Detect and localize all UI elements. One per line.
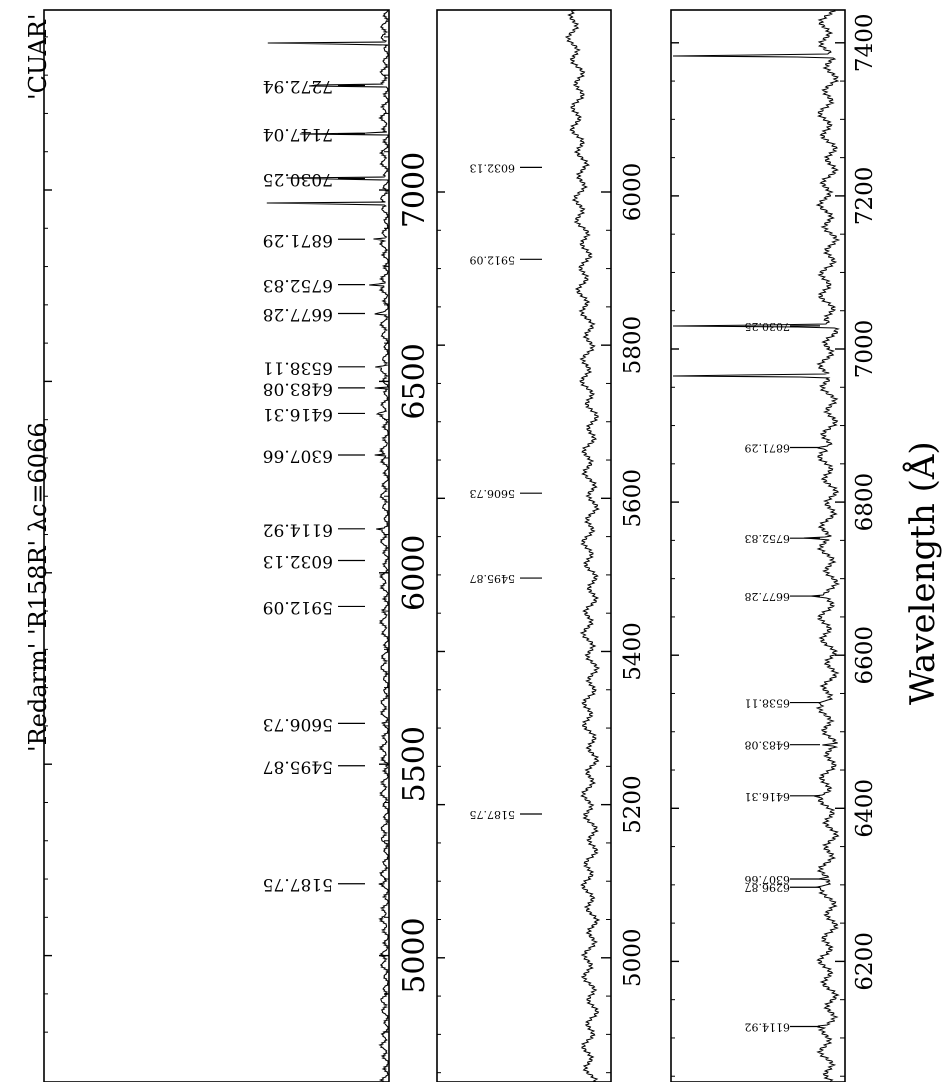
- line-id-label: 5912.09: [263, 597, 333, 617]
- tick-label: 5400: [620, 622, 646, 681]
- spectrum-line: [564, 9, 601, 1083]
- line-id-label: 6307.66: [263, 446, 333, 466]
- panel-full: 5000 5500 6000 6500 7000 7272.94 7147.04 7030.2…: [44, 9, 432, 1083]
- tick-label: 5600: [620, 469, 646, 528]
- tick-label: 5500: [397, 726, 432, 802]
- tick-label: 7000: [397, 152, 432, 228]
- tick-label: 6600: [852, 626, 878, 685]
- line-id-label: 6416.31: [745, 790, 791, 803]
- line-id-label: 6677.28: [745, 590, 791, 603]
- tick-label: 6500: [397, 343, 432, 419]
- panel-blue: 5000 5200 5400 5600 5800 6000 6032.13 5912.09 56…: [437, 9, 646, 1083]
- tick-label: 5000: [620, 929, 646, 988]
- line-id-label: 5495.87: [263, 756, 333, 776]
- line-id-label: 6538.11: [745, 697, 791, 710]
- tick-label: 7400: [852, 14, 878, 73]
- title-cuar: 'CUAR': [24, 14, 52, 100]
- tick-label: 6800: [852, 473, 878, 532]
- line-id-label: 5912.09: [470, 253, 516, 266]
- line-id-label: 5187.75: [263, 874, 333, 894]
- line-id-label: 6752.83: [745, 532, 791, 545]
- line-id-label: 7030.25: [745, 320, 791, 333]
- line-id-label: 5187.75: [470, 808, 516, 821]
- line-id-label: 6416.31: [263, 404, 333, 424]
- panel-full-frame: [43, 9, 390, 1083]
- line-id-label: 6483.08: [745, 739, 791, 752]
- tick-label: 6200: [852, 932, 878, 991]
- line-id-label: 6871.29: [745, 442, 791, 455]
- tick-label: 6000: [397, 535, 432, 611]
- line-id-label: 6114.92: [263, 519, 333, 539]
- line-id-label: 7030.25: [263, 169, 333, 189]
- tick-label: 7200: [852, 167, 878, 226]
- title-setup: 'Redarm' 'R158R' λc=6066: [24, 422, 52, 752]
- line-id-label: 6871.29: [263, 230, 333, 250]
- tick-label: 5800: [620, 316, 646, 375]
- panel-red: 6200 6400 6600 6800 7000 7200 7400 7030.25 6871.…: [671, 9, 878, 1083]
- wavelength-axis-label: Wavelength (Å): [902, 441, 943, 705]
- spectrum-line: [672, 9, 841, 1083]
- line-id-label: 6752.83: [263, 275, 333, 295]
- tick-label: 6000: [620, 163, 646, 222]
- line-id-label: 6307.66: [745, 873, 791, 886]
- tick-label: 7000: [852, 320, 878, 379]
- line-id-label: 6538.11: [263, 357, 333, 377]
- tick-label: 5200: [620, 775, 646, 834]
- line-id-label: 5606.73: [470, 487, 516, 500]
- line-id-label: 5606.73: [263, 714, 333, 734]
- line-id-label: 6483.08: [263, 378, 333, 398]
- spectrum-line: [266, 9, 390, 1083]
- line-id-label: 6114.92: [745, 1021, 791, 1034]
- line-id-label: 6032.13: [263, 551, 333, 571]
- line-id-label: 7272.94: [263, 76, 333, 96]
- tick-label: 6400: [852, 779, 878, 838]
- line-id-label: 6032.13: [470, 161, 516, 174]
- line-id-label: 6296.87: [745, 881, 791, 894]
- tick-label: 5000: [397, 917, 432, 993]
- panel-blue-frame: [436, 9, 612, 1083]
- line-id-label: 7147.04: [263, 124, 333, 144]
- line-id-label: 6677.28: [263, 304, 333, 324]
- line-id-label: 5495.87: [470, 572, 516, 585]
